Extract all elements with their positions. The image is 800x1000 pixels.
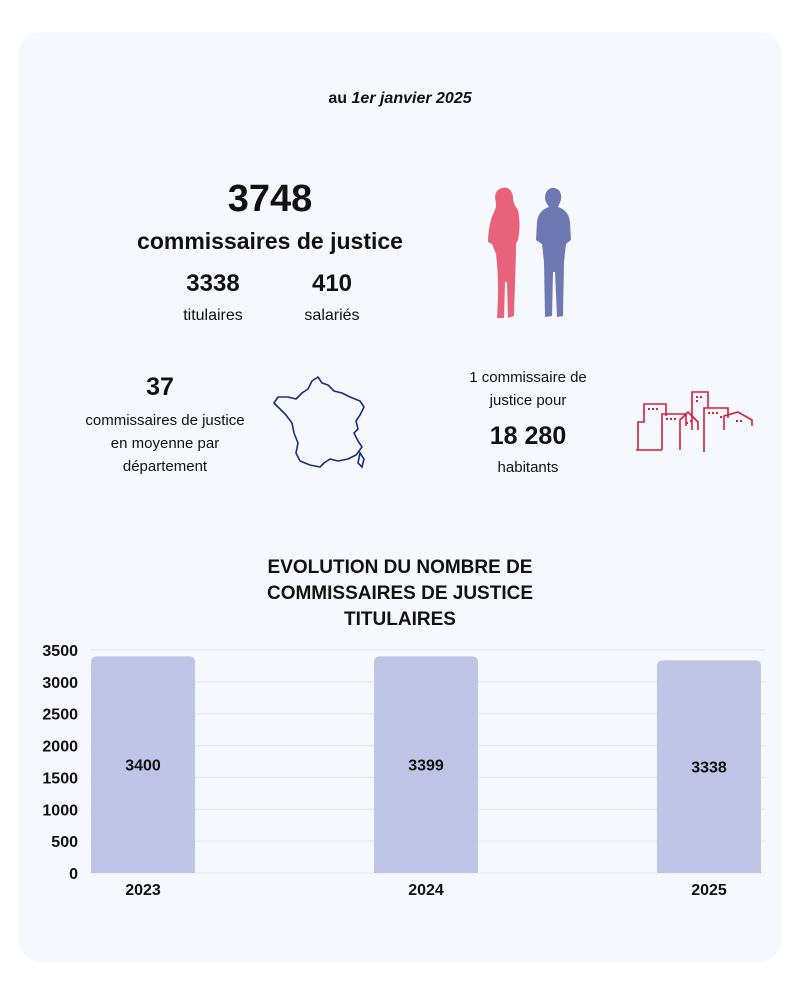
- y-tick-label: 500: [51, 834, 78, 851]
- titulaires-label: titulaires: [183, 307, 243, 324]
- city-buildings-icon: [636, 391, 753, 452]
- woman-silhouette-icon: [488, 187, 520, 318]
- ratio-label: habitants: [497, 459, 559, 476]
- department-average-line1: commissaires de justice: [85, 412, 245, 429]
- department-average-value: 37: [146, 373, 174, 401]
- data-label: 3338: [691, 760, 727, 777]
- salaries-label: salariés: [304, 307, 360, 324]
- y-tick-label: 2000: [42, 739, 78, 756]
- y-tick-label: 3000: [42, 675, 78, 692]
- bar: [657, 660, 761, 873]
- chart-title-line: TITULAIRES: [344, 609, 456, 630]
- bar-chart: 0 500 1000 1500 2000 2500 3000 3500 3400 2023 3399…: [42, 643, 765, 899]
- ratio-line1: 1 commissaire de: [469, 369, 587, 386]
- y-tick-label: 0: [69, 866, 78, 883]
- chart-title-line: EVOLUTION DU NOMBRE DE: [267, 557, 533, 578]
- y-tick-label: 3500: [42, 643, 78, 660]
- data-label: 3400: [125, 758, 161, 775]
- salaries-count: 410: [311, 270, 353, 297]
- people-illustration: [488, 187, 571, 318]
- x-tick-label: 2024: [408, 882, 444, 899]
- department-average-line2: en moyenne par: [110, 435, 220, 452]
- date-caption: au 1er janvier 2025: [328, 90, 472, 107]
- department-average-line3: département: [122, 458, 208, 475]
- total-count: 3748: [227, 178, 313, 220]
- data-label: 3399: [408, 758, 444, 775]
- y-tick-label: 2500: [42, 707, 78, 724]
- y-tick-label: 1500: [42, 770, 78, 787]
- bar: [91, 656, 195, 873]
- titulaires-count: 3338: [186, 270, 240, 297]
- total-label: commissaires de justice: [137, 228, 403, 254]
- france-map-icon: [273, 376, 365, 469]
- chart-title-line: COMMISSAIRES DE JUSTICE: [266, 583, 534, 604]
- bar: [374, 656, 478, 873]
- ratio-line2: justice pour: [489, 392, 567, 409]
- x-tick-label: 2023: [125, 882, 161, 899]
- y-tick-label: 1000: [42, 802, 78, 819]
- x-tick-label: 2025: [691, 882, 727, 899]
- man-silhouette-icon: [536, 188, 571, 317]
- chart-title: EVOLUTION DU NOMBRE DE COMMISSAIRES DE J…: [200, 555, 600, 633]
- ratio-value: 18 280: [489, 422, 567, 450]
